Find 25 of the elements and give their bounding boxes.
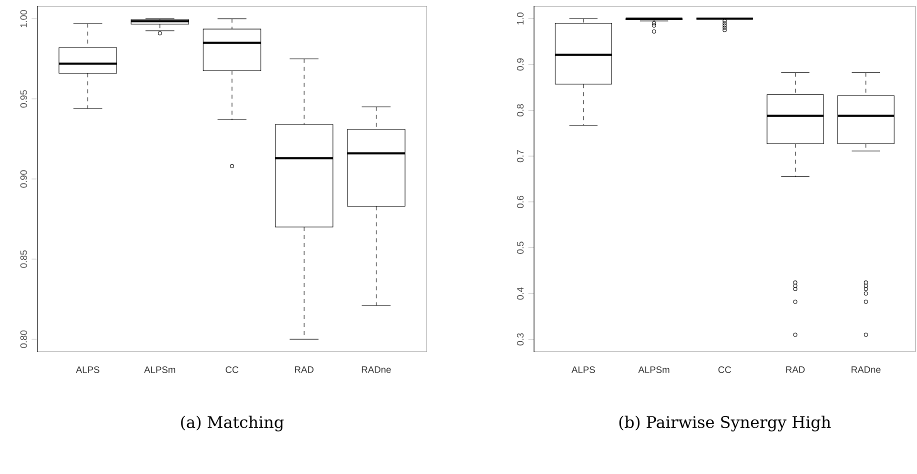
y-tick-label: 1.00 — [20, 10, 27, 28]
x-tick-label: CC — [718, 366, 732, 373]
x-tick-label: RAD — [295, 366, 314, 373]
x-tick-label: ALPS — [76, 366, 100, 373]
y-tick-label: 0.3 — [517, 333, 524, 346]
y-tick-label: 0.7 — [517, 150, 524, 162]
y-tick-label: 0.4 — [517, 287, 524, 300]
x-tick-label: CC — [226, 366, 238, 373]
y-tick-label: 1.0 — [517, 12, 524, 24]
y-tick-label: 0.8 — [517, 104, 524, 116]
x-tick-label: RADne — [362, 366, 391, 373]
x-tick-label: RADne — [852, 366, 881, 373]
y-tick-label: 0.95 — [20, 90, 27, 108]
text: (b) Pairwise Synergy High — [619, 416, 831, 432]
text: (a) Matching — [181, 416, 284, 432]
y-tick-label: 0.85 — [20, 250, 27, 268]
x-tick-label: ALPSm — [638, 366, 670, 373]
x-tick-label: ALPSm — [144, 366, 176, 373]
y-tick-label: 0.6 — [517, 196, 524, 208]
x-tick-label: ALPS — [572, 366, 595, 373]
y-tick-label: 0.90 — [20, 170, 27, 188]
y-tick-label: 0.5 — [517, 242, 524, 254]
y-tick-label: 0.9 — [517, 58, 524, 71]
x-tick-label: RAD — [786, 366, 805, 373]
y-tick-label: 0.80 — [20, 330, 27, 348]
